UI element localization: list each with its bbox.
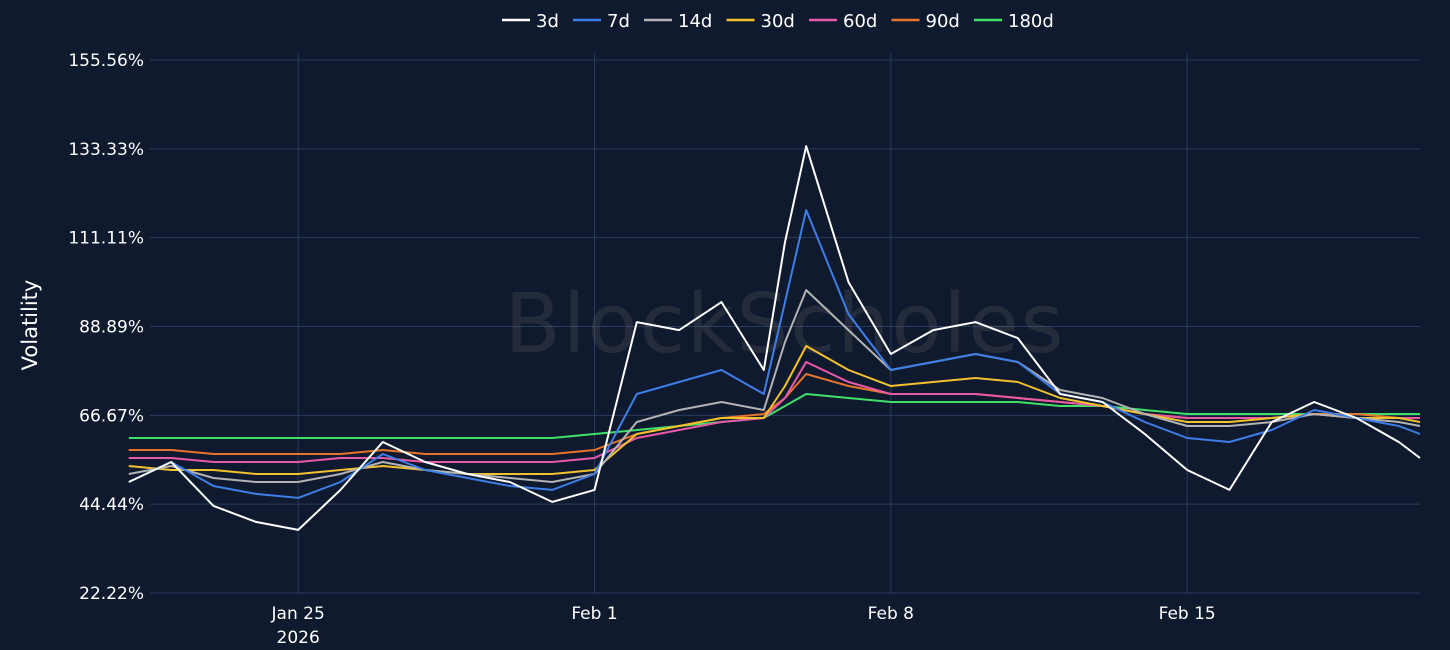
legend-label: 3d bbox=[536, 11, 559, 32]
legend-label: 180d bbox=[1008, 11, 1054, 32]
x-tick-label: Feb 8 bbox=[868, 604, 914, 624]
legend-item-7d[interactable]: 7d bbox=[573, 11, 630, 32]
legend-item-90d[interactable]: 90d bbox=[891, 11, 960, 32]
legend-label: 90d bbox=[926, 11, 960, 32]
legend-label: 60d bbox=[843, 11, 877, 32]
legend-item-60d[interactable]: 60d bbox=[809, 11, 877, 32]
y-tick-label: 111.11% bbox=[68, 229, 144, 249]
x-axis-ticks: Jan 25 2026 Feb 1 Feb 8 Feb 15 bbox=[271, 604, 1216, 648]
legend-label: 7d bbox=[607, 11, 630, 32]
x-tick-label: Feb 15 bbox=[1159, 604, 1216, 624]
series-lines bbox=[128, 145, 1421, 531]
x-tick-sublabel: 2026 bbox=[277, 628, 320, 648]
y-tick-label: 133.33% bbox=[68, 140, 144, 160]
y-tick-label: 22.22% bbox=[79, 584, 144, 604]
x-tick-label: Feb 1 bbox=[571, 604, 617, 624]
legend-item-180d[interactable]: 180d bbox=[974, 11, 1054, 32]
watermark: BlockScholes bbox=[504, 277, 1065, 372]
legend[interactable]: 3d 7d 14d 30d 60d 90d 180d bbox=[502, 11, 1054, 32]
legend-item-14d[interactable]: 14d bbox=[644, 11, 712, 32]
legend-item-3d[interactable]: 3d bbox=[502, 11, 559, 32]
legend-item-30d[interactable]: 30d bbox=[726, 11, 795, 32]
series-line-180d bbox=[128, 393, 1420, 439]
y-tick-label: 155.56% bbox=[68, 51, 144, 71]
y-tick-label: 44.44% bbox=[79, 495, 144, 515]
y-axis-ticks: 22.22% 44.44% 66.67% 88.89% 111.11% 133.33% 15… bbox=[68, 51, 144, 604]
series-line-30d bbox=[128, 345, 1421, 475]
series-line-60d bbox=[128, 361, 1420, 463]
x-tick-label: Jan 25 bbox=[271, 604, 325, 624]
y-tick-label: 66.67% bbox=[79, 406, 144, 426]
y-tick-label: 88.89% bbox=[79, 318, 144, 338]
y-axis-label: Volatility bbox=[18, 280, 42, 371]
legend-label: 30d bbox=[761, 11, 795, 32]
legend-label: 14d bbox=[678, 11, 712, 32]
series-line-3d bbox=[128, 145, 1421, 531]
series-line-14d bbox=[128, 289, 1421, 483]
